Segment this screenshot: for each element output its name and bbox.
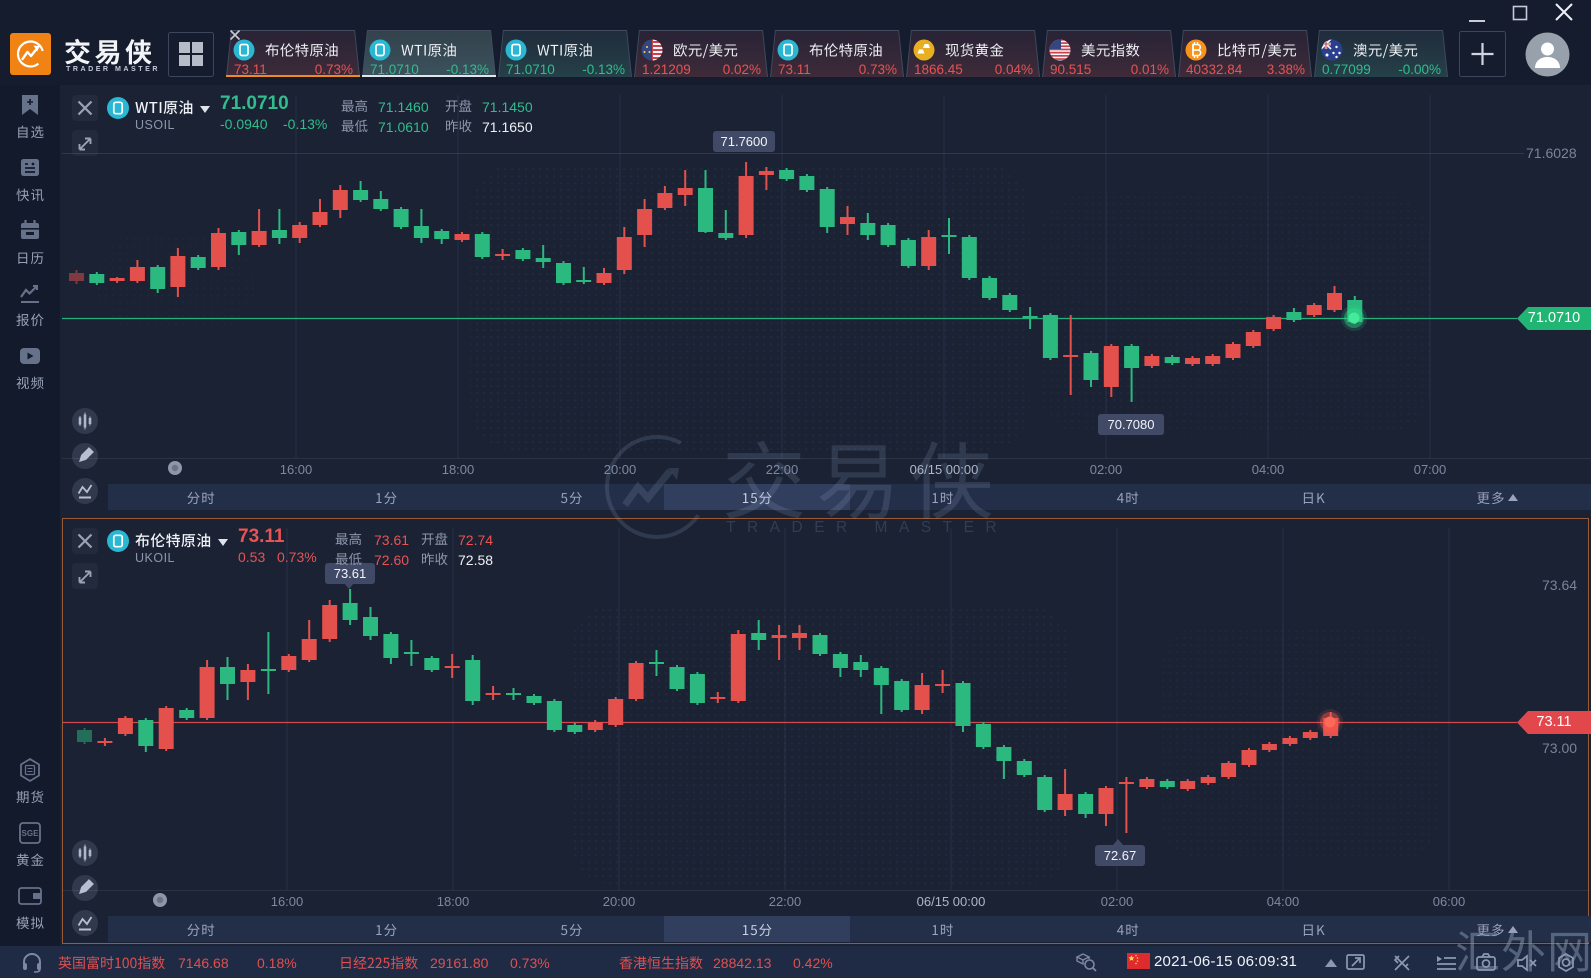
svg-text:SGE: SGE — [22, 829, 40, 838]
